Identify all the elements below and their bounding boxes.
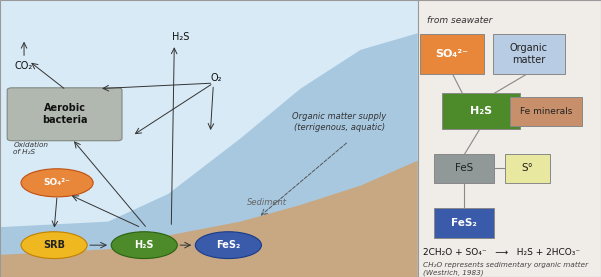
FancyBboxPatch shape bbox=[493, 34, 565, 74]
Text: Fe minerals: Fe minerals bbox=[519, 107, 572, 116]
Text: S°: S° bbox=[521, 163, 533, 173]
Text: from seawater: from seawater bbox=[427, 16, 492, 25]
Text: (Westrich, 1983): (Westrich, 1983) bbox=[423, 269, 483, 276]
Polygon shape bbox=[0, 161, 418, 277]
FancyBboxPatch shape bbox=[442, 93, 520, 129]
Text: Organic
matter: Organic matter bbox=[510, 43, 548, 65]
Ellipse shape bbox=[21, 232, 87, 258]
Text: SRB: SRB bbox=[43, 240, 65, 250]
Text: SO₄²⁻: SO₄²⁻ bbox=[44, 178, 70, 187]
Text: FeS₂: FeS₂ bbox=[451, 218, 477, 228]
FancyBboxPatch shape bbox=[421, 34, 483, 74]
Text: FeS₂: FeS₂ bbox=[216, 240, 240, 250]
FancyBboxPatch shape bbox=[7, 88, 122, 141]
Polygon shape bbox=[0, 33, 418, 277]
Ellipse shape bbox=[111, 232, 177, 258]
FancyBboxPatch shape bbox=[510, 97, 582, 126]
Text: H₂S: H₂S bbox=[470, 106, 492, 116]
Text: FeS: FeS bbox=[455, 163, 473, 173]
Text: 2CH₂O + SO₄⁻   ⟶   H₂S + 2HCO₃⁻: 2CH₂O + SO₄⁻ ⟶ H₂S + 2HCO₃⁻ bbox=[423, 248, 579, 257]
Text: H₂S: H₂S bbox=[172, 32, 189, 42]
FancyBboxPatch shape bbox=[0, 0, 418, 277]
Ellipse shape bbox=[195, 232, 261, 258]
Text: Aerobic
bacteria: Aerobic bacteria bbox=[42, 104, 87, 125]
Text: CH₂O represents sedimentary organic matter: CH₂O represents sedimentary organic matt… bbox=[423, 262, 588, 268]
Text: CO₂: CO₂ bbox=[15, 61, 33, 71]
FancyBboxPatch shape bbox=[505, 154, 550, 183]
Text: Oxidation
of H₂S: Oxidation of H₂S bbox=[13, 142, 48, 155]
FancyBboxPatch shape bbox=[418, 0, 601, 277]
FancyBboxPatch shape bbox=[434, 208, 494, 237]
Text: Organic matter supply
(terrigenous, aquatic): Organic matter supply (terrigenous, aqua… bbox=[293, 112, 386, 132]
Ellipse shape bbox=[21, 169, 93, 197]
Text: O₂: O₂ bbox=[210, 73, 222, 83]
Text: SO₄²⁻: SO₄²⁻ bbox=[436, 49, 468, 59]
Text: H₂S: H₂S bbox=[135, 240, 154, 250]
FancyBboxPatch shape bbox=[434, 154, 494, 183]
Text: Sediment: Sediment bbox=[248, 198, 287, 207]
